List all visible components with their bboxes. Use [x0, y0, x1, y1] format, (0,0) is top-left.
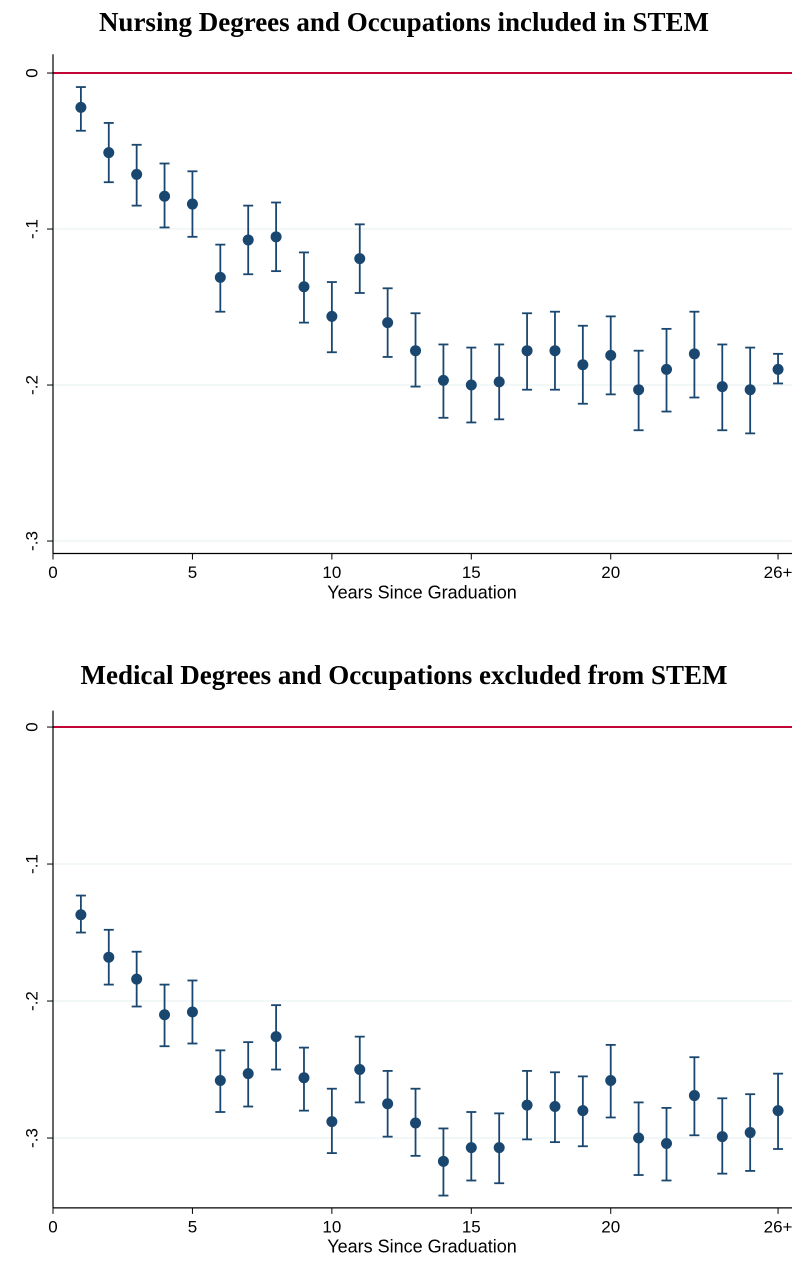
- x-tick-label: 15: [462, 563, 481, 582]
- point: [661, 1138, 673, 1150]
- point: [270, 1031, 282, 1043]
- point: [354, 253, 366, 265]
- point: [214, 1074, 226, 1086]
- point: [688, 348, 700, 360]
- x-tick-label: 20: [601, 563, 620, 582]
- x-tick-label: 20: [601, 1217, 620, 1236]
- point: [605, 349, 617, 361]
- x-tick-label: 10: [322, 1217, 341, 1236]
- point: [242, 1068, 254, 1080]
- point: [661, 363, 673, 375]
- point: [382, 317, 394, 329]
- x-tick-label: 10: [322, 563, 341, 582]
- point: [131, 973, 143, 985]
- y-tick-label: -.2: [22, 375, 41, 395]
- point: [549, 345, 561, 357]
- point: [521, 345, 533, 357]
- point: [382, 1098, 394, 1110]
- point: [744, 384, 756, 396]
- point: [605, 1074, 617, 1086]
- point: [131, 168, 143, 180]
- y-tick-label: 0: [22, 68, 41, 77]
- x-tick-label: 5: [188, 1217, 197, 1236]
- point: [270, 231, 282, 243]
- point: [577, 1105, 589, 1117]
- point: [103, 951, 115, 963]
- y-tick-label: -.3: [22, 531, 41, 551]
- point: [326, 1116, 338, 1128]
- point: [493, 376, 505, 388]
- point: [159, 190, 171, 202]
- x-tick-label: 15: [462, 1217, 481, 1236]
- x-axis-title: Years Since Graduation: [327, 582, 516, 602]
- y-tick-label: -.1: [22, 219, 41, 239]
- point: [437, 374, 449, 386]
- point: [410, 345, 422, 357]
- point: [465, 379, 477, 391]
- chart-title: Medical Degrees and Occupations excluded…: [81, 660, 728, 690]
- point: [75, 909, 87, 921]
- point: [159, 1009, 171, 1021]
- point: [242, 234, 254, 246]
- point: [716, 1131, 728, 1143]
- point: [437, 1155, 449, 1167]
- point: [688, 1090, 700, 1102]
- point: [577, 359, 589, 371]
- x-tick-label: 26+: [764, 563, 793, 582]
- point: [772, 363, 784, 375]
- chart-title: Nursing Degrees and Occupations included…: [99, 7, 709, 37]
- x-tick-label: 5: [188, 563, 197, 582]
- point: [354, 1064, 366, 1076]
- y-tick-label: -.3: [22, 1128, 41, 1148]
- y-tick-label: -.2: [22, 991, 41, 1011]
- y-tick-label: -.1: [22, 854, 41, 874]
- point: [521, 1099, 533, 1111]
- point: [186, 1006, 198, 1018]
- point: [298, 281, 310, 293]
- point: [75, 101, 87, 113]
- point: [465, 1142, 477, 1154]
- x-tick-label: 0: [48, 563, 57, 582]
- point: [410, 1117, 422, 1129]
- point: [716, 381, 728, 393]
- point: [103, 147, 115, 159]
- point: [326, 310, 338, 322]
- x-axis-title: Years Since Graduation: [327, 1237, 516, 1257]
- x-tick-label: 26+: [764, 1217, 793, 1236]
- point: [633, 384, 645, 396]
- point: [744, 1127, 756, 1139]
- point: [493, 1142, 505, 1154]
- y-tick-label: 0: [22, 722, 41, 731]
- point: [298, 1072, 310, 1084]
- point: [214, 271, 226, 283]
- point: [772, 1105, 784, 1117]
- point: [633, 1132, 645, 1144]
- point: [549, 1101, 561, 1113]
- x-tick-label: 0: [48, 1217, 57, 1236]
- point: [186, 198, 198, 210]
